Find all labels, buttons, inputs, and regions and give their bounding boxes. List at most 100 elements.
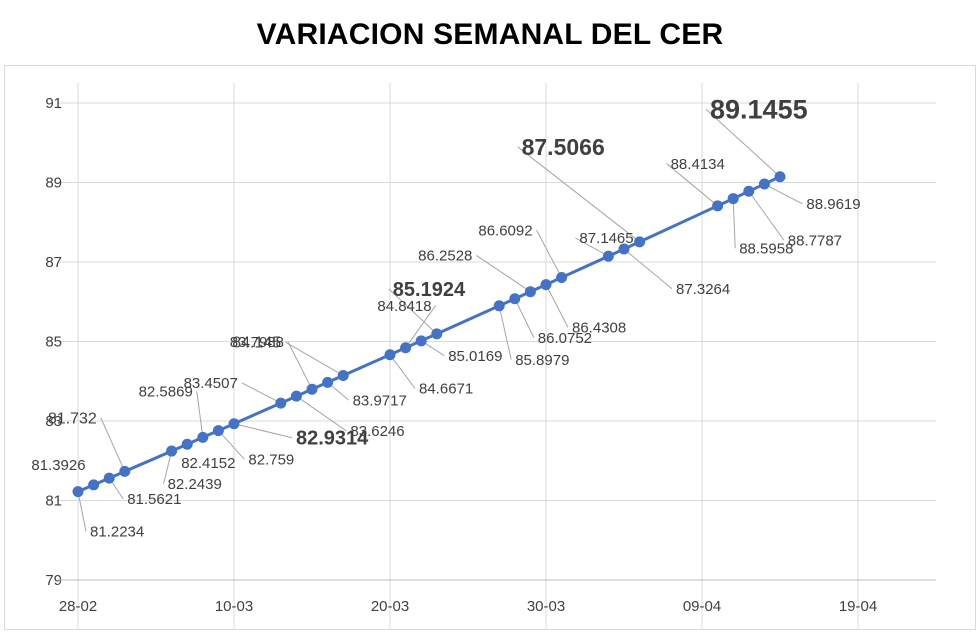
label-leader-line — [545, 284, 569, 328]
data-point — [540, 279, 552, 291]
data-label: 83.4507 — [184, 375, 238, 392]
data-label: 87.3264 — [676, 281, 730, 298]
data-point — [602, 250, 614, 262]
data-label: 83.6246 — [350, 423, 404, 440]
x-tick-label: 19-04 — [839, 598, 877, 615]
data-point — [431, 328, 443, 340]
data-label: 88.4134 — [671, 156, 725, 173]
data-label: 81.732 — [48, 410, 97, 427]
data-series — [72, 171, 786, 498]
y-tick-label: 83 — [45, 413, 62, 430]
label-leader-line — [748, 191, 785, 241]
data-point — [275, 397, 287, 409]
label-leader-line — [389, 354, 416, 389]
data-point — [524, 286, 536, 298]
data-point — [774, 171, 786, 183]
data-label: 81.2234 — [90, 524, 144, 541]
data-label: 85.8979 — [515, 352, 569, 369]
label-leader-line — [498, 305, 512, 360]
data-label: 82.9314 — [296, 428, 369, 450]
data-point — [400, 342, 412, 354]
label-leader-line — [77, 491, 87, 532]
data-point — [197, 431, 209, 443]
label-leader-line — [517, 146, 640, 243]
data-label: 85.0169 — [448, 348, 502, 365]
label-leader-line — [100, 417, 126, 472]
y-tick-label: 81 — [45, 493, 62, 510]
data-point — [103, 472, 115, 484]
label-leader-line — [196, 391, 204, 438]
label-leader-line — [536, 230, 563, 278]
data-label: 86.4308 — [572, 320, 626, 337]
data-point — [72, 486, 84, 498]
label-leader-line — [388, 288, 438, 335]
label-leader-line — [241, 382, 282, 404]
data-point — [493, 300, 505, 312]
plot-frame — [4, 65, 976, 630]
label-leader-line — [732, 198, 736, 249]
data-point — [306, 383, 318, 395]
data-point — [758, 178, 770, 190]
data-point — [743, 185, 755, 197]
data-label: 89.1455 — [710, 95, 808, 125]
data-label: 84.6671 — [419, 381, 473, 398]
data-label: 88.5958 — [739, 241, 793, 258]
data-point — [337, 369, 349, 381]
label-leader-line — [284, 341, 344, 376]
y-tick-label: 85 — [45, 334, 62, 351]
label-leader-line — [764, 183, 803, 205]
data-label: 83.7988 — [230, 334, 284, 351]
data-point — [556, 272, 568, 284]
label-leader-line — [666, 163, 718, 207]
data-point — [228, 418, 240, 430]
y-tick-label: 89 — [45, 175, 62, 192]
x-tick-label: 30-03 — [527, 598, 565, 615]
x-tick-label: 28-02 — [59, 598, 97, 615]
data-point — [181, 438, 193, 450]
label-leader-line — [163, 450, 173, 484]
data-point — [119, 465, 131, 477]
axes: 79 81 83 85 87 89 91 28-02 10-03 20-03 30-03 09-04 1… — [45, 95, 936, 615]
data-label: 82.5869 — [139, 383, 193, 400]
y-tick-label: 87 — [45, 254, 62, 271]
label-leader-line — [233, 423, 293, 439]
data-point — [290, 390, 302, 402]
data-label: 83.9717 — [353, 392, 407, 409]
data-label: 82.759 — [248, 452, 294, 469]
data-point — [509, 293, 521, 305]
data-label: 88.7787 — [788, 232, 842, 249]
data-label: 86.6092 — [478, 223, 532, 240]
data-label: 82.4152 — [181, 455, 235, 472]
label-leader-lines — [77, 108, 803, 532]
label-leader-line — [575, 237, 609, 257]
label-leader-line — [405, 305, 437, 349]
data-label: 87.5066 — [522, 134, 605, 160]
y-tick-label: 79 — [45, 572, 62, 589]
data-point — [618, 243, 630, 255]
label-leader-line — [218, 430, 245, 460]
data-point — [166, 445, 178, 457]
label-leader-line — [287, 341, 313, 390]
data-point — [212, 425, 224, 437]
label-leader-line — [296, 395, 347, 432]
data-point — [727, 193, 739, 205]
data-label: 81.5621 — [127, 491, 181, 508]
data-point — [712, 200, 724, 212]
x-tick-label: 09-04 — [683, 598, 721, 615]
data-point — [88, 479, 100, 491]
data-label: 84.145 — [232, 334, 281, 351]
data-label: 86.0752 — [538, 330, 592, 347]
data-point — [634, 236, 646, 248]
data-label: 84.8418 — [377, 298, 431, 315]
label-leader-line — [476, 255, 531, 293]
data-point — [384, 349, 396, 361]
data-point — [322, 376, 334, 388]
y-tick-label: 91 — [45, 95, 62, 112]
data-label: 82.2439 — [168, 476, 222, 493]
label-leader-line — [705, 108, 781, 178]
data-label: 87.1465 — [579, 230, 633, 247]
data-point — [415, 335, 427, 347]
data-label: 86.2528 — [418, 248, 472, 265]
x-tick-label: 20-03 — [371, 598, 409, 615]
